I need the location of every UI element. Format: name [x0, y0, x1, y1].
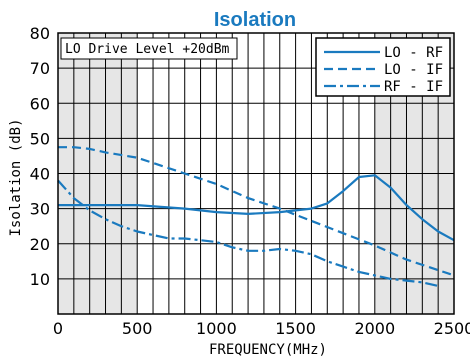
- series-line-0: [58, 174, 455, 242]
- y-tick-label: 50: [30, 129, 50, 148]
- annotation-text: LO Drive Level +20dBm: [65, 42, 230, 57]
- y-tick-label: 20: [30, 235, 50, 254]
- y-tick-label: 10: [30, 270, 50, 289]
- annotation-box: [60, 37, 238, 60]
- legend-label-0: LO - RF: [384, 45, 443, 61]
- x-tick-labels: 0 500 1000 1500 2000 2500: [53, 319, 470, 338]
- y-axis-label: Isolation (dB): [8, 118, 24, 236]
- x-tick-label: 0: [53, 319, 63, 338]
- x-tick-label: 2000: [354, 319, 395, 338]
- x-tick-label: 1500: [275, 319, 316, 338]
- drive-level-annotation: LO Drive Level +20dBm: [60, 37, 238, 60]
- series-line-1: [58, 146, 455, 277]
- legend-box: [315, 37, 451, 97]
- y-tick-label: 30: [30, 200, 50, 219]
- plot-frame: [57, 32, 455, 315]
- series-lines: [57, 146, 455, 287]
- x-axis-label: FREQUENCY(MHz): [209, 342, 327, 358]
- chart-title: Isolation: [214, 9, 296, 31]
- series-line-2: [57, 179, 439, 287]
- y-tick-labels: 10 20 30 40 50 60 70 80: [30, 24, 50, 289]
- y-tick-label: 40: [30, 165, 50, 184]
- x-tick-label: 1000: [196, 319, 237, 338]
- legend-label-1: LO - IF: [384, 62, 443, 78]
- y-tick-label: 80: [30, 24, 50, 43]
- legend-label-2: RF - IF: [384, 79, 443, 95]
- y-tick-label: 60: [30, 94, 50, 113]
- y-tick-label: 70: [30, 59, 50, 78]
- x-tick-label: 500: [122, 319, 153, 338]
- x-tick-label: 2500: [434, 319, 470, 338]
